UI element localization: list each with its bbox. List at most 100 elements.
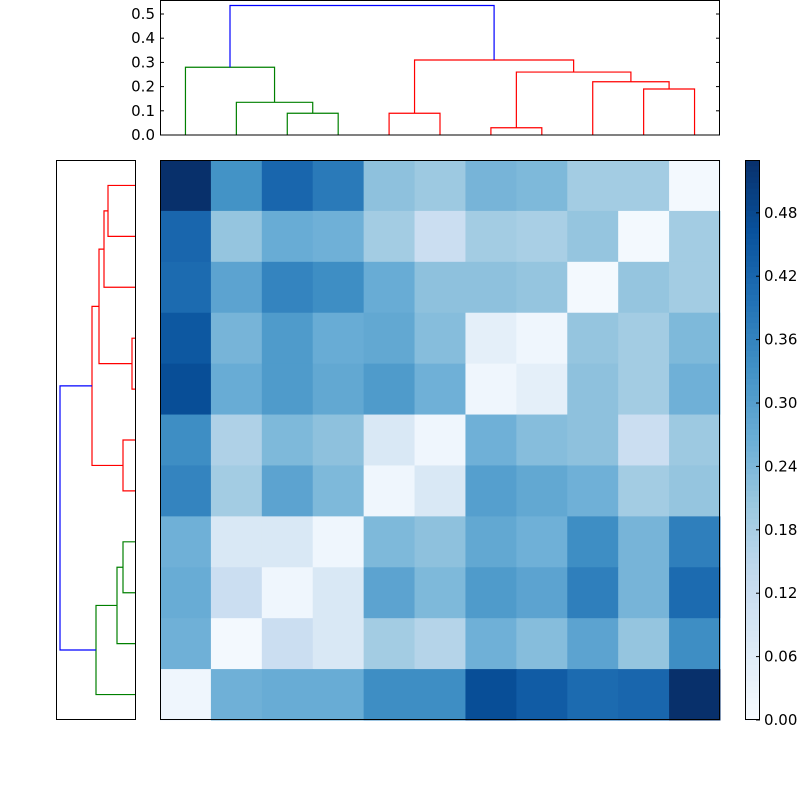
heatmap-cell xyxy=(210,160,263,212)
colorbar-segment xyxy=(745,596,760,603)
heatmap-cell xyxy=(516,414,568,466)
heatmap-frame xyxy=(160,160,720,720)
colorbar-segment xyxy=(745,260,760,267)
heatmap-cell xyxy=(465,618,517,670)
colorbar-segment xyxy=(745,557,760,564)
heatmap-cell xyxy=(618,312,670,365)
colorbar-segment xyxy=(745,356,760,363)
heatmap-cell xyxy=(618,669,670,721)
colorbar-segment xyxy=(745,546,760,553)
colorbar-segment xyxy=(745,227,760,234)
colorbar-segment xyxy=(745,697,760,704)
heatmap-cell xyxy=(669,312,721,365)
colorbar-segment xyxy=(745,333,760,340)
heatmap-cell xyxy=(669,465,721,517)
heatmap-cell xyxy=(363,312,416,365)
heatmap-cell xyxy=(567,363,619,416)
heatmap-cell xyxy=(261,567,314,619)
heatmap-cell xyxy=(465,312,517,365)
heatmap-cell xyxy=(618,567,670,619)
left-dendrogram-link xyxy=(122,439,136,492)
colorbar-segment xyxy=(745,512,760,519)
heatmap-cell xyxy=(414,414,466,466)
left-dendrogram-link xyxy=(116,566,136,645)
heatmap-cell xyxy=(465,363,517,416)
colorbar-segment xyxy=(745,680,760,687)
colorbar-segment xyxy=(745,473,760,480)
colorbar-segment xyxy=(745,540,760,547)
heatmap-cell xyxy=(516,210,568,263)
colorbar-segment xyxy=(745,647,760,654)
heatmap-cell xyxy=(363,567,416,619)
colorbar-tick-label: 0.48 xyxy=(764,204,797,222)
colorbar-segment xyxy=(745,630,760,637)
heatmap-cell xyxy=(618,363,670,416)
colorbar-segment xyxy=(745,462,760,469)
colorbar-segment xyxy=(745,249,760,256)
heatmap-cell xyxy=(669,669,721,721)
colorbar-segment xyxy=(745,574,760,581)
colorbar-segment xyxy=(745,412,760,419)
top-dendrogram-frame xyxy=(160,0,720,136)
heatmap-cell xyxy=(618,160,670,212)
heatmap-cell xyxy=(210,210,263,263)
colorbar-segment xyxy=(745,490,760,497)
heatmap-cell xyxy=(516,567,568,619)
heatmap-cell xyxy=(312,312,365,365)
colorbar-segment xyxy=(745,652,760,659)
heatmap-cell xyxy=(312,567,365,619)
heatmap-cell xyxy=(465,567,517,619)
colorbar-tick-label: 0.06 xyxy=(764,648,797,666)
colorbar-segment xyxy=(745,277,760,284)
colorbar-segment xyxy=(745,199,760,206)
left-dendrogram-link xyxy=(122,541,136,594)
colorbar-segment xyxy=(745,440,760,447)
colorbar-segment xyxy=(745,305,760,312)
colorbar-tick-label: 0.36 xyxy=(764,331,797,349)
heatmap-cell xyxy=(618,465,670,517)
heatmap-cell xyxy=(465,669,517,721)
heatmap-cell xyxy=(261,210,314,263)
heatmap-cell xyxy=(160,618,212,670)
colorbar-segment xyxy=(745,552,760,559)
colorbar-segment xyxy=(745,361,760,368)
heatmap-cell xyxy=(669,160,721,212)
colorbar-segment xyxy=(745,344,760,351)
heatmap-cell xyxy=(618,516,670,568)
heatmap-cell xyxy=(312,210,365,263)
heatmap-cell xyxy=(363,669,416,721)
heatmap-cell xyxy=(210,261,263,314)
colorbar-segment xyxy=(745,664,760,671)
colorbar-segment xyxy=(745,675,760,682)
heatmap-cell xyxy=(516,516,568,568)
colorbar-segment xyxy=(745,692,760,699)
heatmap-cell xyxy=(210,312,263,365)
colorbar-segment xyxy=(745,244,760,251)
top-ytick-label: 0.1 xyxy=(131,102,155,120)
colorbar-tick-label: 0.18 xyxy=(764,521,797,539)
colorbar-segment xyxy=(745,406,760,413)
heatmap-cell xyxy=(210,669,263,721)
colorbar-tick-label: 0.24 xyxy=(764,457,797,475)
heatmap-cell xyxy=(261,618,314,670)
heatmap-cell xyxy=(363,363,416,416)
top-ytick-label: 0.0 xyxy=(131,126,155,144)
colorbar-segment xyxy=(745,255,760,262)
colorbar-segment xyxy=(745,708,760,715)
colorbar-segment xyxy=(745,400,760,407)
colorbar-segment xyxy=(745,221,760,228)
colorbar-segment xyxy=(745,188,760,195)
colorbar-segment xyxy=(745,479,760,486)
colorbar-tick-label: 0.12 xyxy=(764,584,797,602)
colorbar-segment xyxy=(745,311,760,318)
heatmap-cell xyxy=(312,618,365,670)
colorbar-tick-label: 0.42 xyxy=(764,267,797,285)
heatmap-cell xyxy=(669,210,721,263)
heatmap-cell xyxy=(312,516,365,568)
heatmap-cell xyxy=(363,210,416,263)
top-dendrogram-link xyxy=(184,66,276,135)
heatmap-cell xyxy=(567,414,619,466)
colorbar-segment xyxy=(745,524,760,531)
top-dendrogram-link xyxy=(592,81,670,135)
heatmap-cell xyxy=(160,465,212,517)
